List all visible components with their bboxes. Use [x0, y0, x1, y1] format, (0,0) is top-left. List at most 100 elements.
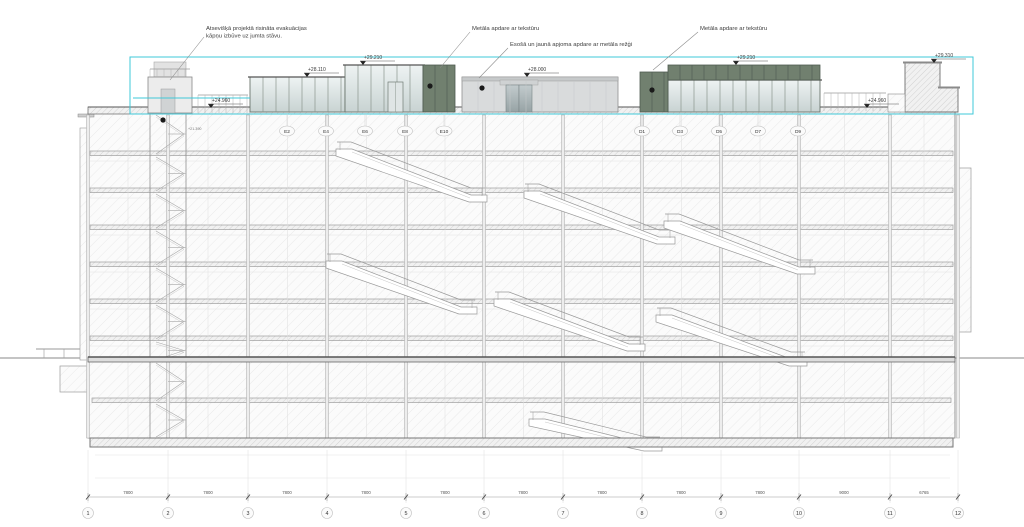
svg-text:11: 11 — [887, 511, 893, 517]
dimension-tick-slash — [718, 494, 724, 500]
tower-cap-low — [938, 86, 960, 89]
escalator-truss — [335, 148, 488, 203]
escalator-truss — [523, 190, 676, 245]
stair-elevation-note: +21.390 — [188, 127, 201, 131]
annotation-evacuation-line2: kāpņu izbūve uz jumta stāvu. — [206, 34, 282, 40]
escalator-handrail — [337, 141, 485, 189]
dimension-labels: 7800 7800 7800 7800 7800 7800 7800 7800 … — [123, 490, 929, 495]
bottom-grid-bubbles: 1 2 3 4 5 6 7 8 9 10 11 12 — [82, 507, 964, 519]
stair-flight — [155, 116, 185, 157]
left-parapet-cap — [77, 113, 95, 118]
dimension-tick-slash — [955, 494, 961, 500]
center-door-left — [505, 84, 520, 113]
elevation-marker: +29.310 — [931, 53, 966, 63]
svg-text:+28.110: +28.110 — [308, 67, 326, 73]
floor-slab — [89, 187, 954, 193]
escalator-handrail — [665, 213, 813, 261]
elevation-marker: +28.110 — [304, 67, 339, 77]
column — [640, 114, 644, 439]
grid-bubble-d9: D9 — [790, 125, 806, 137]
dimension-ticks — [85, 493, 961, 501]
svg-text:7800: 7800 — [676, 490, 686, 495]
grid-bubble-8: 8 — [636, 507, 648, 519]
svg-text:7800: 7800 — [123, 490, 133, 495]
dark-metal-panel — [667, 64, 821, 81]
column — [719, 114, 723, 439]
grid-bubble-7: 7 — [557, 507, 569, 519]
escalator-handrail — [530, 411, 660, 438]
column — [86, 114, 90, 439]
column — [797, 114, 801, 439]
grid-bubble-9: 9 — [715, 507, 727, 519]
escalator-step-line — [341, 263, 461, 311]
left-basement-bump — [59, 365, 89, 393]
elevation-marker: +29.210 — [733, 55, 768, 65]
pavilion-glazing — [249, 76, 346, 113]
grid-bubble-d3: D3 — [672, 125, 688, 137]
stair-flight — [155, 232, 185, 268]
svg-text:9: 9 — [720, 511, 723, 517]
rooftop-structures — [147, 61, 960, 114]
stair-shaft — [149, 113, 187, 438]
building-body — [87, 112, 956, 439]
dimension-tick-slash — [481, 494, 487, 500]
escalator-step-line — [351, 151, 471, 199]
svg-text:12: 12 — [955, 511, 961, 517]
escalator-handrail — [495, 291, 643, 338]
grid-bubble-d7: D7 — [750, 125, 766, 137]
grid-bubble-2: 2 — [162, 507, 174, 519]
annotation-evacuation-line1: Atsevišķā projektā risināta evakuācijas — [206, 26, 307, 32]
glazed-pavilions — [248, 64, 822, 113]
floor-slab — [89, 224, 954, 230]
svg-text:D9: D9 — [795, 129, 801, 135]
dimension-tick-slash — [796, 494, 802, 500]
tower-cap-high — [903, 61, 942, 64]
escalator-step-line — [671, 317, 791, 363]
svg-text:1: 1 — [87, 511, 90, 517]
site-ground-lines — [0, 348, 1024, 479]
dimension-tick-slash — [887, 494, 893, 500]
escalator-truss — [655, 314, 808, 367]
grid-bubble-e4: E4 — [318, 125, 334, 137]
column — [956, 114, 960, 439]
roof-grid-bubbles: E2 E4 E6 E8 E10 D1 D3 D5 D7 D9 — [279, 114, 806, 137]
right-outboard-shaft — [957, 167, 972, 333]
grid-bubble-3: 3 — [242, 507, 254, 519]
dimension-tick-slash — [165, 494, 171, 500]
svg-text:D5: D5 — [716, 129, 722, 135]
dimension-tick-slash — [403, 494, 409, 500]
basement-slab — [91, 397, 952, 403]
grid-bubble-e10: E10 — [435, 125, 453, 137]
annotation-metal-mesh: Esošā un jaunā apjoma apdare ar metāla r… — [510, 41, 632, 48]
elevation-marker: +29.210 — [360, 55, 395, 65]
section-marker-dots — [160, 83, 655, 123]
svg-text:7800: 7800 — [597, 490, 607, 495]
grid-bubble-e6: E6 — [357, 125, 373, 137]
svg-text:D3: D3 — [677, 129, 683, 135]
grid-bubble-e2: E2 — [279, 125, 295, 137]
svg-text:8: 8 — [641, 511, 644, 517]
stair-flight — [155, 364, 185, 404]
escalator-truss — [493, 298, 646, 352]
floor-slab — [89, 335, 954, 341]
center-pavilion-band — [461, 76, 619, 82]
tower-side-block — [887, 93, 906, 113]
elevation-markers: +28.110 +29.210 +28.000 +29.210 +29.310 … — [208, 53, 966, 108]
floor-slabs — [89, 150, 954, 403]
svg-text:E10: E10 — [440, 129, 449, 135]
annotation-metal-finish-right: Metāla apdare ar tekstūru — [700, 26, 767, 32]
svg-text:6: 6 — [483, 511, 486, 517]
stair-flights — [155, 114, 186, 440]
annotation-metal-finish-left: Metāla apdare ar tekstūru — [472, 26, 539, 32]
floor-slab — [89, 261, 954, 267]
grid-bubble-11: 11 — [884, 507, 896, 519]
dimension-tick-slash — [560, 494, 566, 500]
grid-bubble-6: 6 — [478, 507, 490, 519]
svg-text:7800: 7800 — [282, 490, 292, 495]
column — [482, 114, 486, 439]
escalator-handrail — [657, 307, 805, 353]
column — [325, 114, 329, 439]
elevation-marker: +24.960 — [208, 98, 243, 108]
column — [888, 114, 892, 439]
